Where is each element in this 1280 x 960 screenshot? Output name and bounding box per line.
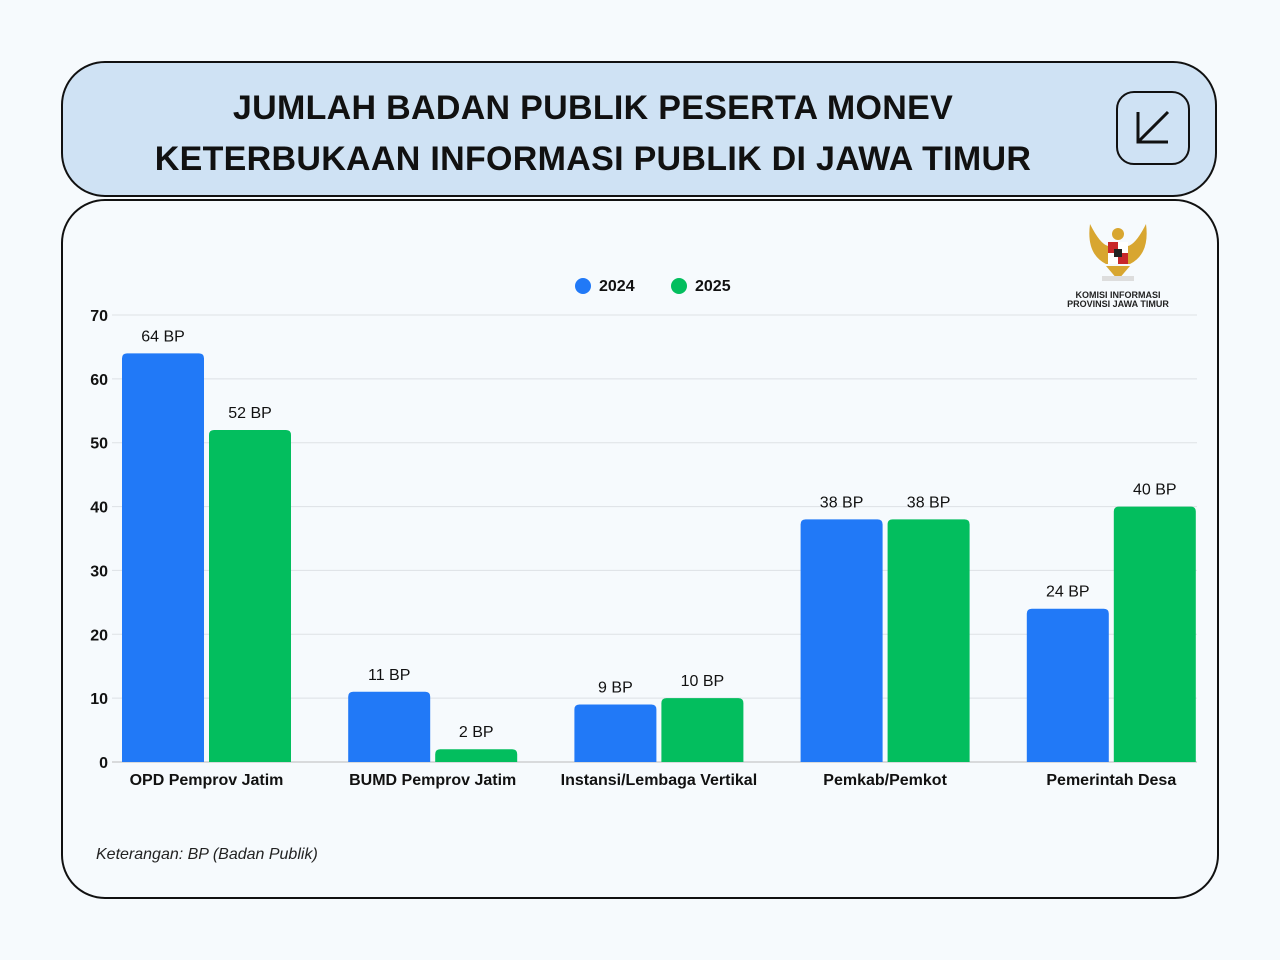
- y-tick-label: 70: [90, 308, 108, 325]
- legend-marker-2024: [575, 278, 591, 294]
- data-label: 64 BP: [141, 328, 185, 345]
- data-label: 11 BP: [368, 667, 410, 684]
- legend-marker-2025: [671, 278, 687, 294]
- bar-2024: [122, 353, 204, 762]
- garuda-emblem-icon: [1089, 224, 1147, 281]
- bar-2025: [661, 698, 744, 762]
- y-tick-label: 40: [90, 500, 108, 517]
- logo-text-1: KOMISI INFORMASI: [1075, 290, 1161, 300]
- x-category-label: Pemkab/Pemkot: [823, 772, 947, 789]
- y-tick-label: 50: [90, 436, 108, 453]
- data-label: 40 BP: [1133, 482, 1177, 499]
- logo: KOMISI INFORMASI PROVINSI JAWA TIMUR: [1056, 214, 1180, 309]
- legend-label-2024: 2024: [599, 278, 635, 295]
- bar-2025: [209, 429, 291, 762]
- bar-2025: [435, 749, 518, 762]
- x-category-label: Pemerintah Desa: [1046, 772, 1176, 789]
- data-label: 10 BP: [681, 673, 725, 690]
- y-tick-label: 30: [90, 563, 108, 580]
- x-category-label: BUMD Pemprov Jatim: [349, 772, 516, 789]
- data-label: 52 BP: [228, 405, 272, 422]
- y-tick-label: 10: [90, 691, 108, 708]
- logo-text-2: PROVINSI JAWA TIMUR: [1067, 299, 1169, 309]
- legend-label-2025: 2025: [695, 278, 731, 295]
- bar-2024: [800, 519, 883, 762]
- y-tick-label: 60: [90, 372, 108, 389]
- bar-2024: [574, 704, 657, 762]
- legend: 2024 2025: [575, 278, 731, 295]
- bar-2024: [348, 691, 431, 762]
- data-label: 9 BP: [598, 680, 633, 697]
- bar-2024: [1026, 608, 1109, 762]
- data-label: 2 BP: [459, 724, 494, 741]
- data-label: 38 BP: [907, 494, 951, 511]
- y-tick-label: 20: [90, 627, 108, 644]
- x-category-label: OPD Pemprov Jatim: [130, 772, 284, 789]
- data-label: 24 BP: [1046, 584, 1090, 601]
- footnote: Keterangan: BP (Badan Publik): [96, 846, 318, 863]
- y-tick-label: 0: [99, 755, 108, 772]
- data-label: 38 BP: [820, 494, 864, 511]
- x-category-label: Instansi/Lembaga Vertikal: [561, 772, 758, 789]
- page-title: JUMLAH BADAN PUBLIK PESERTA MONEV KETERB…: [63, 83, 1123, 185]
- bar-2025: [1113, 506, 1196, 762]
- title-line-2: KETERBUKAAN INFORMASI PUBLIK DI JAWA TIM…: [154, 140, 1032, 178]
- arrow-down-left-icon[interactable]: [1116, 91, 1190, 165]
- title-line-1: JUMLAH BADAN PUBLIK PESERTA MONEV: [232, 89, 954, 127]
- header-banner: JUMLAH BADAN PUBLIK PESERTA MONEV KETERB…: [61, 61, 1217, 197]
- bar-2025: [887, 519, 970, 762]
